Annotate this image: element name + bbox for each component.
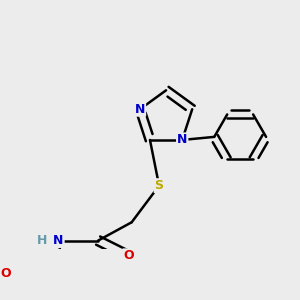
Text: O: O	[1, 266, 11, 280]
Text: N: N	[53, 234, 64, 247]
Text: N: N	[177, 134, 188, 146]
Text: S: S	[154, 179, 164, 192]
Text: O: O	[123, 249, 134, 262]
Text: H: H	[37, 234, 47, 247]
Text: N: N	[135, 103, 145, 116]
